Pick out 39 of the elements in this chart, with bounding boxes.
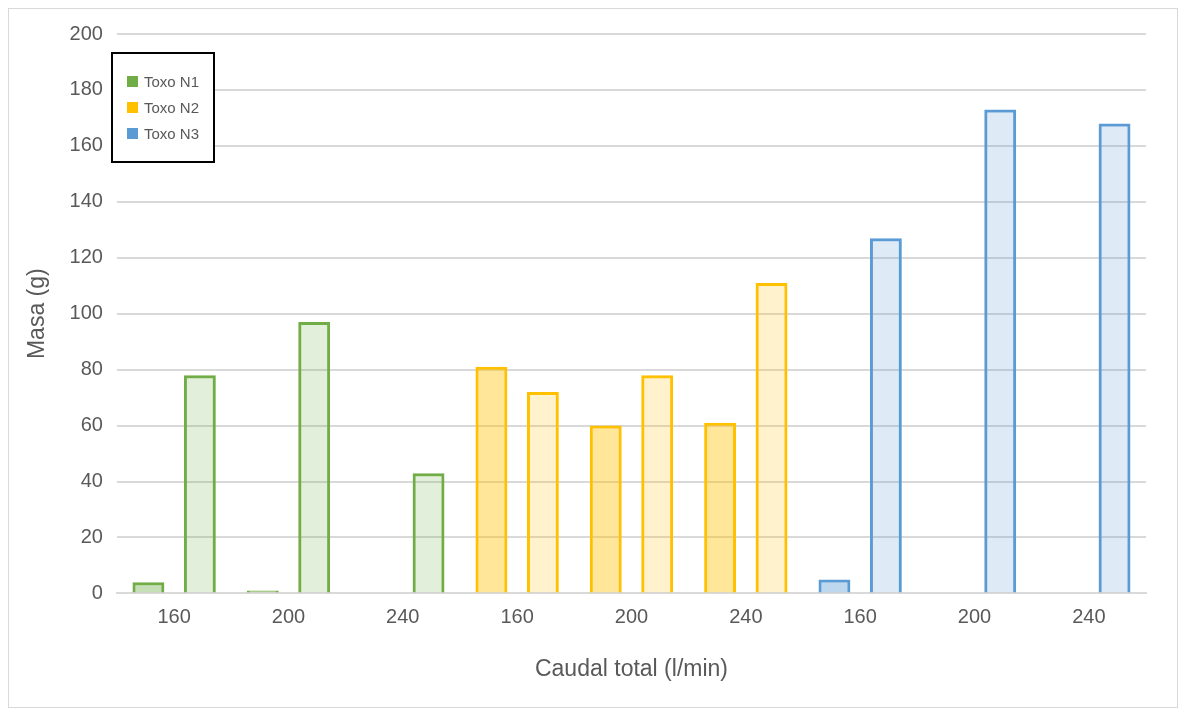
y-tick-label: 180 [69, 77, 103, 100]
y-tick-label: 80 [80, 357, 103, 380]
y-tick-label: 20 [80, 524, 103, 547]
bar [183, 375, 216, 593]
x-tick-label: 200 [271, 604, 306, 627]
y-tick-label: 120 [69, 245, 103, 268]
bar [475, 366, 508, 593]
bar [984, 109, 1017, 593]
x-tick-label: 240 [386, 604, 420, 627]
legend-label: Toxo N2 [143, 99, 199, 116]
bar [589, 425, 622, 593]
bar [869, 238, 902, 593]
bar [755, 282, 788, 593]
x-tick-label: 200 [957, 604, 992, 627]
bar [818, 579, 851, 593]
bar [641, 375, 674, 593]
x-tick-label: 240 [1072, 604, 1106, 627]
x-tick-label: 160 [500, 604, 534, 627]
x-tick-label: 200 [614, 604, 649, 627]
bar [526, 392, 559, 593]
bar [412, 473, 445, 593]
y-tick-label: 140 [69, 189, 103, 212]
bar [132, 582, 165, 593]
y-tick-label: 0 [91, 580, 103, 603]
legend-label: Toxo N1 [143, 73, 199, 90]
y-tick-label: 200 [69, 21, 103, 44]
y-tick-label: 60 [80, 413, 103, 436]
y-tick-label: 100 [69, 301, 103, 324]
legend-label: Toxo N3 [143, 125, 199, 142]
bar [1098, 123, 1131, 593]
bar [298, 322, 331, 593]
y-tick-label: 40 [80, 469, 103, 492]
x-axis-title: Caudal total (l/min) [534, 654, 728, 681]
y-axis-title: Masa (g) [23, 268, 50, 360]
y-tick-label: 160 [69, 133, 103, 156]
bar [704, 422, 737, 593]
x-tick-label: 240 [729, 604, 763, 627]
x-tick-label: 160 [157, 604, 191, 627]
x-tick-label: 160 [843, 604, 877, 627]
